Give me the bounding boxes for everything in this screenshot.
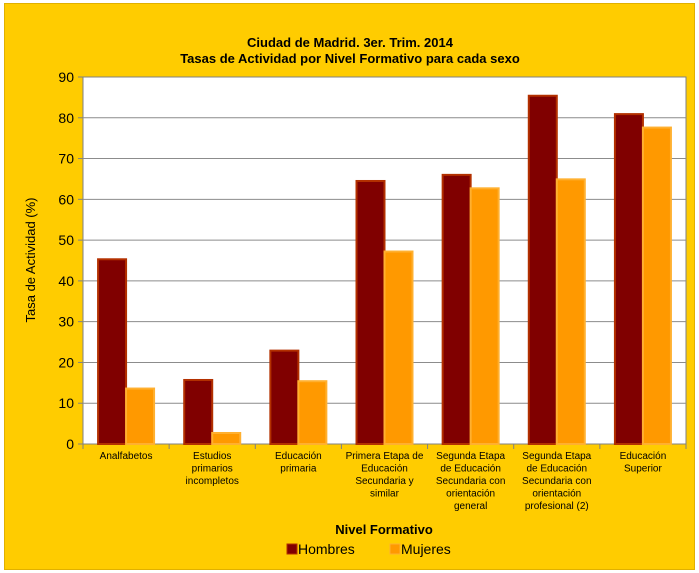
chart-frame: Ciudad de Madrid. 3er. Trim. 2014 Tasas … bbox=[4, 3, 695, 570]
x-tick-label: Educación primaria bbox=[275, 451, 322, 475]
x-tick-label: Educación Superior bbox=[620, 451, 667, 475]
bar-mujeres bbox=[469, 187, 500, 445]
x-tick-label: Primera Etapa de Educación Secundaria y sim… bbox=[346, 451, 424, 500]
bar-chart: Ciudad de Madrid. 3er. Trim. 2014 Tasas … bbox=[23, 35, 687, 557]
bar-hombres bbox=[613, 113, 644, 445]
bar-mujeres bbox=[641, 126, 672, 445]
legend-swatch-mujeres bbox=[389, 543, 401, 555]
y-tick-label: 50 bbox=[58, 232, 74, 248]
y-tick-label: 70 bbox=[58, 151, 74, 167]
bar-mujeres bbox=[125, 387, 156, 446]
bar-hombres bbox=[269, 349, 300, 446]
bar-mujeres bbox=[555, 178, 586, 445]
legend-label-mujeres: Mujeres bbox=[401, 541, 451, 557]
legend-label-hombres: Hombres bbox=[298, 541, 355, 557]
y-tick-label: 0 bbox=[66, 436, 74, 452]
y-axis-title: Tasa de Actividad (%) bbox=[23, 197, 38, 322]
y-tick-label: 80 bbox=[58, 110, 74, 126]
y-tick-labels: 0 10 20 30 40 50 60 70 80 90 bbox=[58, 69, 74, 452]
x-tick-label: Estudios primarios incompletos bbox=[186, 451, 239, 487]
chart-subtitle: Tasas de Actividad por Nivel Formativo p… bbox=[180, 51, 520, 66]
bars-group bbox=[97, 94, 672, 446]
x-tick-label: Segunda Etapa de Educación Secundaria con o… bbox=[436, 451, 506, 512]
y-tick-label: 40 bbox=[58, 273, 74, 289]
bar-mujeres bbox=[383, 250, 414, 445]
bar-hombres bbox=[527, 94, 558, 445]
bar-hombres bbox=[183, 378, 214, 445]
x-tick-labels: Analfabetos Estudios primarios incompletos E… bbox=[82, 444, 687, 512]
x-tick-label: Analfabetos bbox=[100, 451, 153, 462]
bar-mujeres bbox=[211, 431, 242, 445]
x-tick-label: Segunda Etapa de Educación Secundaria con o… bbox=[522, 451, 592, 512]
y-tick-label: 90 bbox=[58, 69, 74, 85]
y-tick-label: 20 bbox=[58, 354, 74, 370]
chart-title: Ciudad de Madrid. 3er. Trim. 2014 bbox=[247, 35, 454, 50]
legend: Hombres Mujeres bbox=[286, 541, 451, 557]
y-tick-label: 30 bbox=[58, 314, 74, 330]
bar-hombres bbox=[441, 173, 472, 445]
y-tick-label: 10 bbox=[58, 395, 74, 411]
bar-mujeres bbox=[297, 380, 328, 445]
legend-swatch-hombres bbox=[286, 543, 298, 555]
x-axis-title: Nivel Formativo bbox=[335, 522, 433, 537]
bar-hombres bbox=[355, 179, 386, 445]
y-tick-label: 60 bbox=[58, 191, 74, 207]
bar-hombres bbox=[97, 258, 128, 445]
